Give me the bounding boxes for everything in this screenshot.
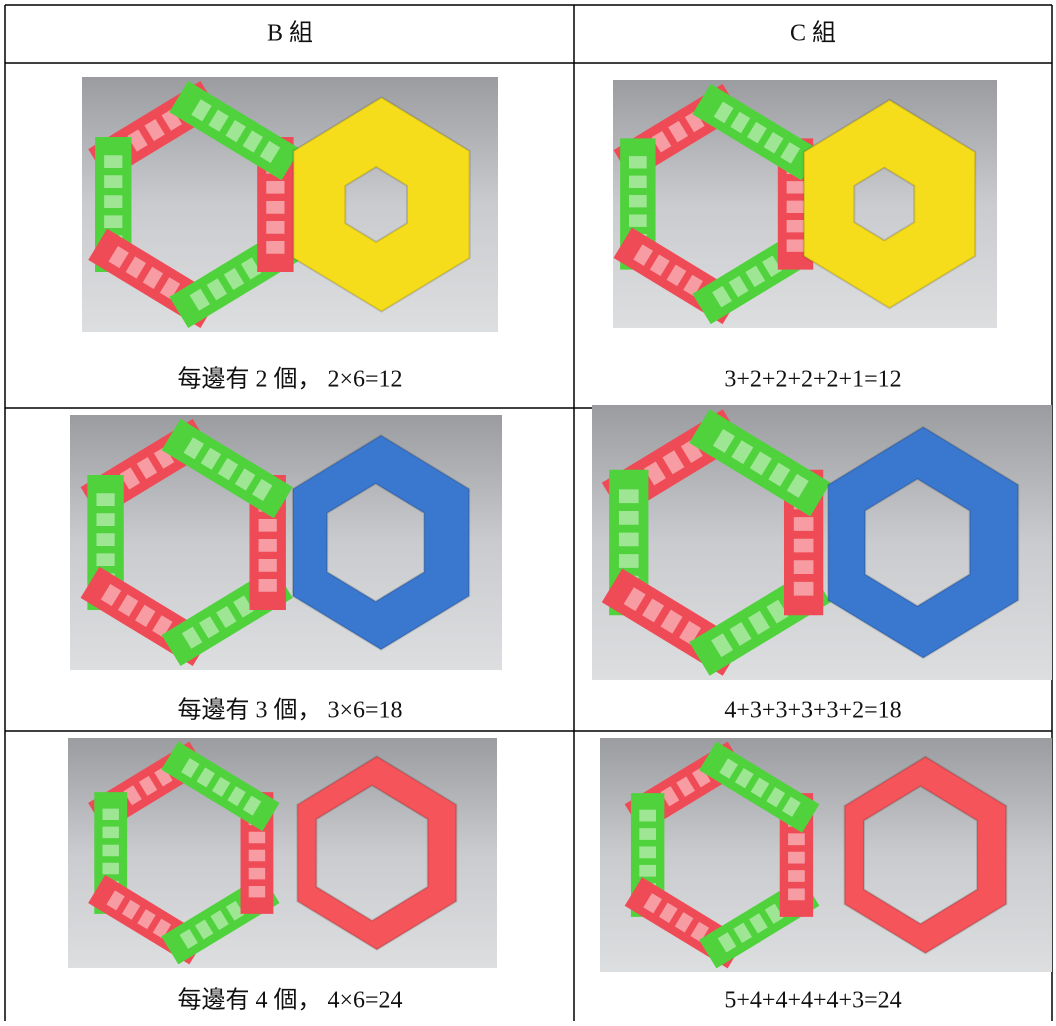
- hex-frame: [827, 425, 1020, 660]
- block-holes: [106, 757, 189, 816]
- photo: [68, 738, 497, 968]
- block-bar: [692, 83, 820, 181]
- photo: [70, 415, 502, 670]
- photo: [613, 80, 997, 328]
- hex-frame: [802, 98, 977, 310]
- table-grid: [4, 4, 1053, 1021]
- block-holes: [633, 244, 722, 308]
- hex-frame: [292, 96, 471, 313]
- caption: 每邊有 2 個， 2×6=12: [177, 366, 402, 393]
- photo: [82, 77, 498, 332]
- block-holes: [623, 587, 722, 658]
- caption: 每邊有 3 個， 3×6=18: [177, 697, 402, 724]
- caption: 5+4+4+4+4+3=24: [724, 988, 901, 1014]
- block-holes: [712, 244, 801, 308]
- photo: [600, 738, 1052, 972]
- block-bar: [161, 741, 280, 832]
- block-bar: [161, 418, 293, 519]
- block-holes: [711, 427, 809, 498]
- block-holes: [717, 757, 801, 817]
- block-bar: [689, 409, 831, 517]
- caption: 3+2+2+2+2+1=12: [724, 367, 901, 393]
- block-holes: [711, 587, 809, 658]
- block-holes: [623, 427, 722, 498]
- hex-frame: [291, 434, 471, 651]
- block-holes: [189, 98, 281, 164]
- block-holes: [108, 245, 200, 311]
- header-cell: B 組: [267, 20, 313, 47]
- block-holes: [717, 893, 801, 953]
- block-holes: [179, 757, 262, 816]
- block-holes: [181, 436, 273, 502]
- block-holes: [643, 893, 727, 953]
- block-bar: [169, 80, 301, 181]
- block-holes: [108, 98, 200, 164]
- block-holes: [100, 436, 192, 502]
- hex-frame: [296, 755, 458, 951]
- block-holes: [189, 245, 281, 311]
- block-holes: [643, 757, 727, 817]
- hex-frame: [843, 755, 1008, 955]
- caption: 4+3+3+3+3+2=18: [724, 698, 901, 724]
- header-cell: C 組: [790, 20, 836, 47]
- block-holes: [179, 890, 262, 949]
- caption: 每邊有 4 個， 4×6=24: [177, 987, 402, 1014]
- block-holes: [633, 100, 722, 164]
- block-holes: [712, 100, 801, 164]
- block-holes: [100, 583, 192, 649]
- block-bar: [699, 741, 820, 833]
- block-holes: [106, 890, 189, 949]
- block-holes: [181, 583, 273, 649]
- photo: [592, 405, 1052, 680]
